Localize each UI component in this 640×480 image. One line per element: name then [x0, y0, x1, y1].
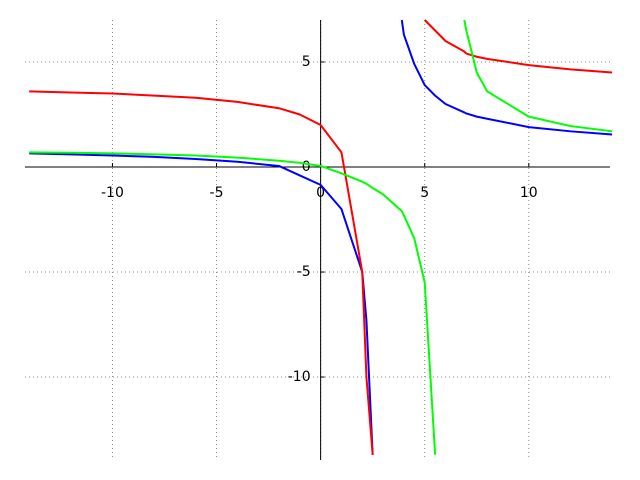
y-tick-label: 5	[302, 54, 311, 70]
y-tick-label: -5	[297, 264, 311, 280]
x-tick-label: -5	[210, 185, 224, 201]
x-tick-label: 5	[420, 185, 429, 201]
x-tick-label: -10	[101, 185, 124, 201]
y-tick-label: -10	[288, 369, 311, 385]
series-line	[29, 19, 613, 455]
x-tick-label: 10	[520, 185, 538, 201]
